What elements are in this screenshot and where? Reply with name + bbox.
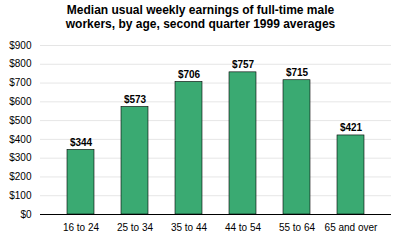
svg-text:$573: $573 [124, 94, 147, 105]
svg-text:25 to 34: 25 to 34 [117, 222, 154, 233]
svg-text:$800: $800 [9, 58, 32, 69]
svg-text:65 and over: 65 and over [325, 222, 378, 233]
svg-text:44 to 54: 44 to 54 [225, 222, 262, 233]
svg-text:$200: $200 [9, 171, 32, 182]
svg-text:$100: $100 [9, 190, 32, 201]
svg-text:55 to 64: 55 to 64 [279, 222, 316, 233]
svg-text:35 to 44: 35 to 44 [171, 222, 208, 233]
svg-text:$421: $421 [340, 122, 363, 133]
svg-text:$300: $300 [9, 152, 32, 163]
html-text:Median usual weekly earnings o: Median usual weekly earnings of full-tim… [65, 3, 336, 31]
svg-text:$0: $0 [20, 209, 32, 220]
svg-text:$400: $400 [9, 134, 32, 145]
svg-text:$900: $900 [9, 40, 32, 51]
svg-text:$344: $344 [70, 137, 93, 148]
svg-text:$715: $715 [286, 67, 309, 78]
svg-text:$600: $600 [9, 96, 32, 107]
svg-text:$757: $757 [232, 59, 255, 70]
svg-text:$706: $706 [178, 69, 201, 80]
svg-text:$700: $700 [9, 77, 32, 88]
svg-text:$500: $500 [9, 115, 32, 126]
svg-text:16 to 24: 16 to 24 [63, 222, 100, 233]
